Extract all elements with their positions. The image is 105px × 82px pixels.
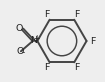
Text: N: N <box>30 36 37 45</box>
Text: O: O <box>16 24 23 33</box>
Text: F: F <box>74 10 80 19</box>
Text: +: + <box>33 34 40 43</box>
Text: F: F <box>74 63 80 72</box>
Text: O: O <box>17 47 24 56</box>
Text: F: F <box>44 10 49 19</box>
Text: F: F <box>44 63 49 72</box>
Text: -: - <box>22 48 25 57</box>
Text: F: F <box>90 36 95 46</box>
